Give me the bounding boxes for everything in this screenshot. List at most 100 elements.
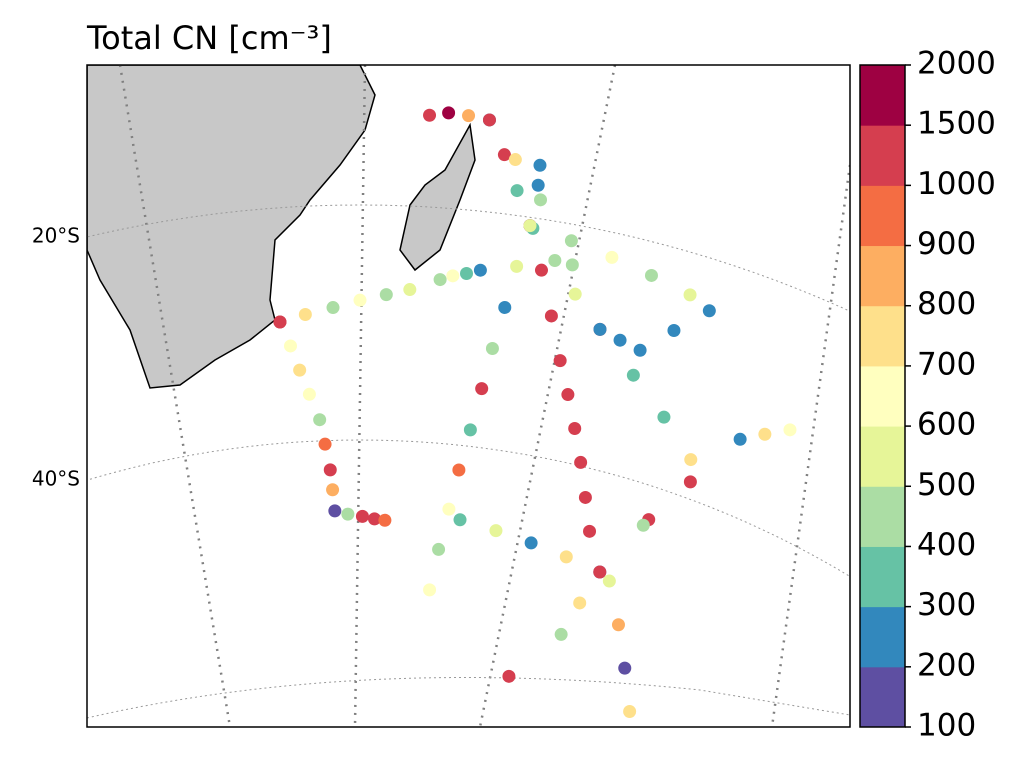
map-frame	[86, 64, 851, 728]
track-point	[378, 513, 392, 527]
lat-label: 20°S	[32, 223, 80, 247]
colorbar-label: 900	[917, 226, 976, 262]
track-point	[618, 661, 632, 675]
track-point	[442, 502, 456, 516]
track-point	[323, 463, 337, 477]
colorbar-segment	[860, 365, 905, 427]
track-point	[510, 184, 524, 198]
track-point	[498, 300, 512, 314]
track-point	[533, 158, 547, 172]
track-point	[626, 368, 640, 382]
colorbar-label: 1500	[917, 106, 996, 142]
map-area	[87, 65, 850, 727]
track-point	[531, 178, 545, 192]
track-point	[561, 388, 575, 402]
colorbar-segment	[860, 305, 905, 367]
track-point	[702, 304, 716, 318]
track-point	[446, 269, 460, 283]
track-point	[298, 307, 312, 321]
colorbar-segment	[860, 486, 905, 547]
track-point	[460, 267, 474, 281]
track-point	[524, 536, 538, 550]
track-point	[553, 354, 567, 368]
track-point	[559, 550, 573, 564]
colorbar-segment	[860, 606, 905, 668]
track-point	[683, 288, 697, 302]
track-point	[379, 288, 393, 302]
colorbar-segment	[860, 245, 905, 307]
track-point	[367, 512, 381, 526]
track-point	[433, 273, 447, 287]
colorbar-segment	[860, 125, 905, 186]
track-point	[636, 518, 650, 532]
colorbar-label: 2000	[917, 46, 996, 82]
track-point	[568, 287, 582, 301]
track-point	[633, 343, 647, 357]
colorbar-label: 300	[917, 587, 976, 623]
track-point	[502, 669, 516, 683]
colorbar-label: 400	[917, 527, 976, 563]
track-point	[273, 315, 287, 329]
colorbar-label: 100	[917, 708, 976, 744]
track-point	[565, 258, 579, 272]
track-point	[578, 490, 592, 504]
track-point	[602, 574, 616, 588]
chart-title: Total CN [cm⁻³]	[86, 19, 332, 57]
track-point	[453, 513, 467, 527]
track-point	[510, 259, 524, 273]
colorbar-label: 600	[917, 407, 976, 443]
track-point	[353, 293, 367, 307]
track-point	[593, 322, 607, 336]
track-point	[475, 382, 489, 396]
track-point	[544, 309, 558, 323]
colorbar-label: 200	[917, 647, 976, 683]
track-point	[554, 627, 568, 641]
track-point	[548, 253, 562, 267]
track-point	[452, 463, 466, 477]
track-point	[341, 507, 355, 521]
track-point	[463, 423, 477, 437]
colorbar-label: 500	[917, 467, 976, 503]
meridian	[770, 164, 850, 727]
track-point	[613, 333, 627, 347]
colorbar-frame	[859, 64, 906, 728]
track-point	[302, 387, 316, 401]
track-point	[432, 542, 446, 556]
track-point	[573, 596, 587, 610]
track-point	[605, 250, 619, 264]
track-point	[667, 324, 681, 338]
track-point	[403, 283, 417, 297]
land-madagascar	[399, 122, 476, 272]
track-point	[657, 410, 671, 424]
lat-label: 40°S	[32, 467, 80, 491]
track-point	[293, 363, 307, 377]
meridian	[353, 65, 367, 727]
colorbar-label: 700	[917, 346, 976, 382]
track-point	[733, 432, 747, 446]
track-point	[313, 413, 327, 427]
track-point	[497, 148, 511, 162]
track-point	[473, 263, 487, 277]
track-point	[508, 153, 522, 167]
parallel	[87, 439, 850, 578]
colorbar-segment	[860, 185, 905, 247]
track-point	[485, 342, 499, 356]
track-point	[593, 565, 607, 579]
track-point	[328, 504, 342, 518]
track-point	[534, 263, 548, 277]
track-point	[423, 583, 437, 597]
track-point	[783, 423, 797, 437]
track-point	[318, 437, 332, 451]
track-point	[355, 509, 369, 523]
track-point	[644, 268, 658, 282]
track-point	[583, 524, 597, 538]
track-point	[568, 421, 582, 435]
track-point	[489, 524, 503, 538]
colorbar-segment	[860, 546, 905, 608]
meridian	[478, 65, 617, 727]
track-point	[482, 113, 496, 127]
colorbar-segment	[860, 65, 905, 126]
track-point	[534, 193, 548, 207]
track-point	[683, 475, 697, 489]
